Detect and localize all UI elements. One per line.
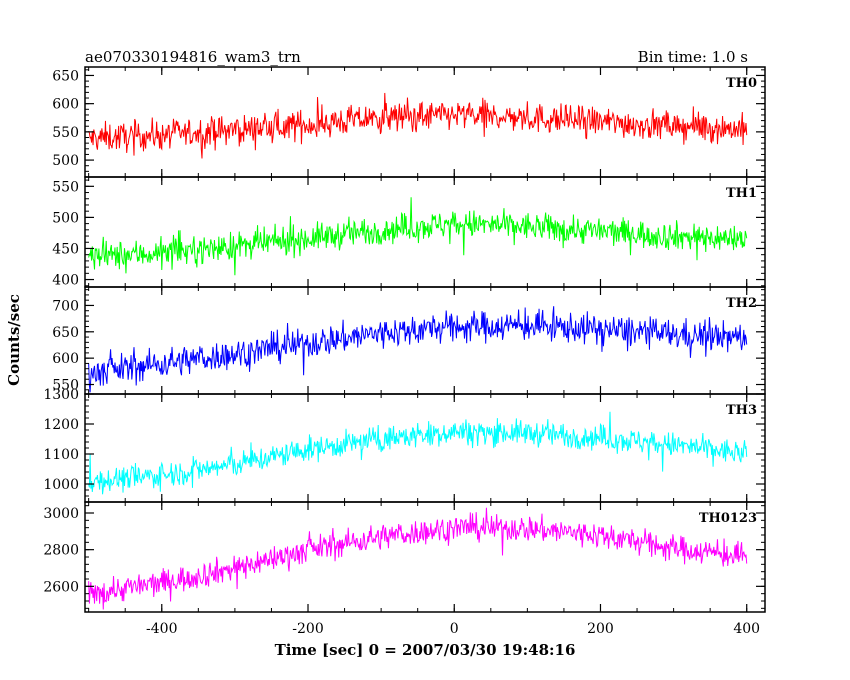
y-axis-label: Counts/sec xyxy=(5,294,23,386)
x-tick-label: -200 xyxy=(292,621,323,637)
y-tick-label: 600 xyxy=(52,97,79,113)
series-line-th0123 xyxy=(88,507,748,610)
panel-frame xyxy=(84,286,766,395)
x-tick-label: -400 xyxy=(146,621,177,637)
y-tick-label: 1200 xyxy=(43,417,79,433)
panel-label: TH3 xyxy=(726,403,757,418)
panel-frame xyxy=(84,501,766,613)
y-tick-label: 500 xyxy=(52,210,79,226)
panel-th0123: 2600 2800 3000 TH0123 xyxy=(43,501,766,613)
chart-title-left: ae070330194816_wam3_trn xyxy=(85,48,301,66)
y-tick-label: 550 xyxy=(52,378,79,394)
panel-th3: 1000 1100 1200 1300 TH3 xyxy=(43,387,766,503)
panel-label: TH1 xyxy=(726,186,757,201)
x-tick-label: 0 xyxy=(450,621,459,637)
y-tick-label: 550 xyxy=(52,125,79,141)
panels-group: 500 550 600 650 TH0 400 450 500 550 TH1 550 600 650 7… xyxy=(43,66,766,637)
y-tick-label: 2800 xyxy=(43,543,79,559)
panel-label: TH2 xyxy=(726,296,757,311)
y-tick-label: 650 xyxy=(52,325,79,341)
y-tick-label: 450 xyxy=(52,241,79,257)
y-tick-label: 500 xyxy=(52,153,79,169)
panel-label: TH0123 xyxy=(699,511,757,526)
panel-th0: 500 550 600 650 TH0 xyxy=(52,66,766,178)
panel-th2: 550 600 650 700 TH2 xyxy=(52,286,766,395)
x-axis-label: Time [sec] 0 = 2007/03/30 19:48:16 xyxy=(275,641,576,659)
x-tick-label: 400 xyxy=(733,621,760,637)
panel-th1: 400 450 500 550 TH1 xyxy=(52,176,766,289)
panel-label: TH0 xyxy=(726,76,757,91)
series-line-th3 xyxy=(88,411,748,495)
y-tick-label: 600 xyxy=(52,351,79,367)
series-line-th0 xyxy=(88,92,748,159)
y-tick-label: 1300 xyxy=(43,387,79,403)
y-tick-label: 1000 xyxy=(43,477,79,493)
y-tick-label: 3000 xyxy=(43,506,79,522)
y-tick-label: 550 xyxy=(52,179,79,195)
series-line-th1 xyxy=(88,197,748,276)
y-tick-label: 650 xyxy=(52,68,79,84)
y-tick-label: 700 xyxy=(52,298,79,314)
y-tick-label: 2600 xyxy=(43,579,79,595)
series-line-th2 xyxy=(88,306,748,393)
x-tick-label: 200 xyxy=(587,621,614,637)
y-tick-label: 400 xyxy=(52,273,79,289)
y-tick-label: 1100 xyxy=(43,447,79,463)
panel-frame xyxy=(84,66,766,178)
chart-title-right: Bin time: 1.0 s xyxy=(638,48,748,66)
